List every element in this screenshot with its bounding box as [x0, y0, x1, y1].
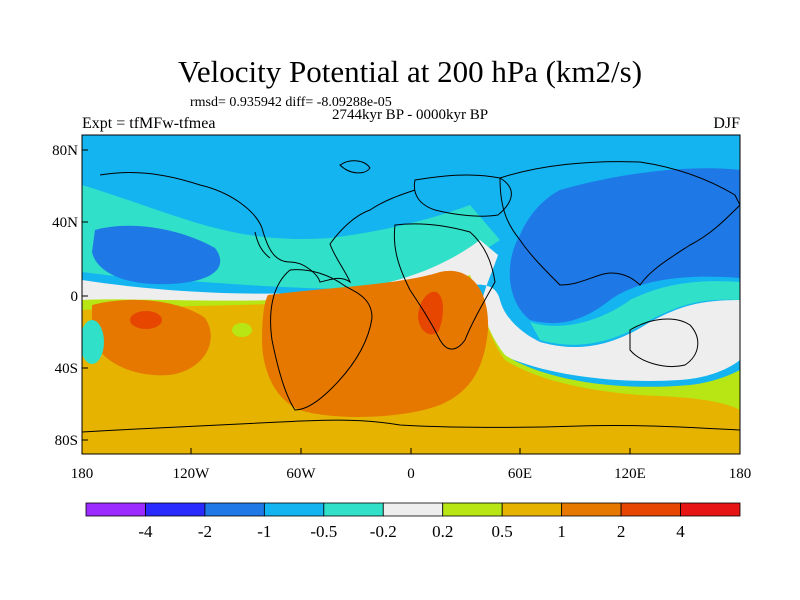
lat-label-eq: 0 — [71, 289, 79, 305]
lon-label-0: 0 — [407, 466, 415, 482]
colorbar-swatch — [680, 502, 741, 517]
experiment-label: Expt = tfMFw-tfmea — [82, 115, 215, 132]
colorbar-swatch — [263, 502, 325, 517]
colorbar-label: -4 — [138, 522, 153, 541]
lon-label-120e: 120E — [614, 466, 646, 482]
colorbar-label: 0.2 — [432, 522, 453, 541]
lon-label-180w: 180 — [71, 466, 94, 482]
season-label: DJF — [713, 115, 740, 132]
lat-label-40s: 40S — [55, 361, 78, 377]
colorbar-label: -1 — [257, 522, 271, 541]
lat-label-40n: 40N — [52, 215, 78, 231]
coast-south-america — [270, 269, 373, 411]
lat-label-80s: 80S — [55, 433, 78, 449]
colorbar-label: 0.5 — [492, 522, 513, 541]
map-field — [82, 135, 740, 454]
coast-asia — [499, 161, 740, 286]
colorbar-swatch — [85, 502, 146, 517]
coast-antarctica — [82, 419, 740, 433]
tick-marks — [81, 149, 741, 454]
colorbar-swatch — [442, 502, 503, 517]
field-blue-pacific — [92, 225, 221, 285]
lat-labels: 80N 40N 0 40S 80S — [52, 143, 78, 449]
coast-greenland — [339, 160, 371, 174]
colorbar-label: -2 — [198, 522, 212, 541]
colorbar-label: 4 — [676, 522, 685, 541]
coastlines — [82, 160, 740, 433]
coast-africa — [393, 223, 496, 350]
field-red-africa — [418, 291, 443, 335]
lon-labels: 180 120W 60W 0 60E 120E 180 — [71, 466, 752, 482]
colorbar-labels: -4 -2 -1 -0.5 -0.2 0.2 0.5 1 2 4 — [138, 522, 685, 541]
colorbar-label: -0.2 — [370, 522, 397, 541]
figure-title: Velocity Potential at 200 hPa (km2/s) — [178, 54, 642, 89]
colorbar-label: 1 — [557, 522, 566, 541]
colorbar-swatch — [501, 502, 563, 517]
lat-label-80n: 80N — [52, 143, 78, 159]
period-label: 2744kyr BP - 0000kyr BP — [332, 107, 488, 123]
colorbar-swatch — [145, 502, 206, 517]
colorbar-label: 2 — [617, 522, 626, 541]
lon-label-60e: 60E — [508, 466, 532, 482]
stats-line: rmsd= 0.935942 diff= -8.09288e-05 — [190, 95, 392, 110]
field-orange-atlantic — [262, 270, 489, 417]
field-teal-south-asia — [530, 281, 740, 345]
colorbar-swatch — [561, 502, 622, 517]
coast-australia — [629, 318, 699, 367]
coast-north-america — [99, 172, 416, 284]
colorbar — [85, 502, 741, 517]
lon-label-180e: 180 — [729, 466, 752, 482]
coast-central-america — [254, 231, 271, 259]
field-lime-blob — [232, 323, 252, 337]
lon-label-120w: 120W — [173, 466, 211, 482]
colorbar-swatch — [382, 502, 444, 517]
colorbar-label: -0.5 — [310, 522, 337, 541]
colorbar-swatch — [620, 502, 681, 517]
colorbar-swatch — [204, 502, 265, 517]
field-teal-blob — [82, 320, 104, 364]
coast-europe — [413, 174, 512, 217]
field-orange-pacific — [92, 299, 211, 376]
field-red-pacific — [130, 311, 162, 329]
colorbar-swatch — [323, 502, 384, 517]
lon-label-60w: 60W — [286, 466, 316, 482]
